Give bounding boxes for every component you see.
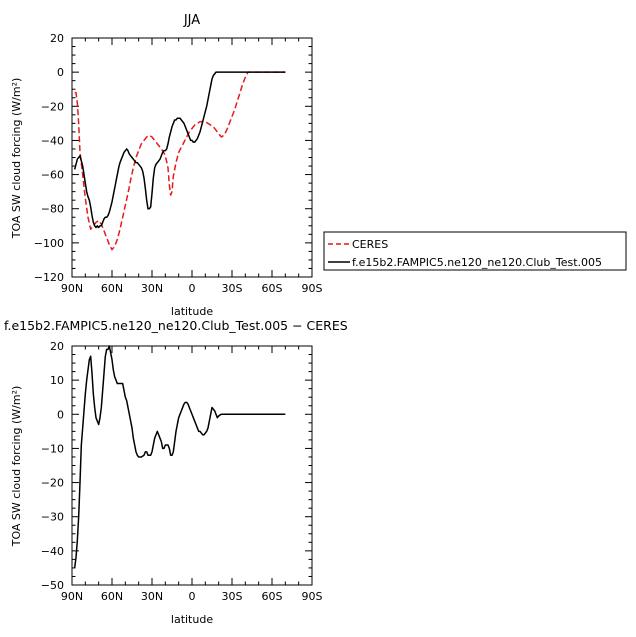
bottom-chart-series — [73, 345, 286, 569]
legend-label-ceres: CERES — [352, 238, 388, 251]
top-x-tick-label: 30S — [222, 282, 243, 295]
top-y-tick-label: −40 — [41, 134, 64, 147]
top-chart-x-label: latitude — [171, 305, 213, 318]
top-y-tick-label: 0 — [57, 66, 64, 79]
bottom-chart-ticks — [71, 345, 313, 586]
top-chart-title: JJA — [183, 13, 200, 28]
bottom-chart-frame — [71, 345, 313, 586]
top-y-tick-label: −20 — [41, 100, 64, 113]
top-y-tick-label: −60 — [41, 169, 64, 182]
bottom-x-tick-label: 90S — [302, 590, 323, 603]
top-x-tick-label: 90S — [302, 282, 323, 295]
bottom-y-tick-label: 10 — [50, 374, 64, 387]
legend: CERES f.e15b2.FAMPIC5.ne120_ne120.Club_T… — [323, 231, 627, 271]
bottom-chart-panel: f.e15b2.FAMPIC5.ne120_ne120.Club_Test.00… — [4, 318, 348, 626]
bottom-y-tick-label: −20 — [41, 477, 64, 490]
top-chart-panel: JJA latitude TOA SW cloud forcing (W/m²)… — [10, 13, 323, 318]
bottom-x-tick-label: 0 — [189, 590, 196, 603]
bottom-y-tick-label: 0 — [57, 408, 64, 421]
top-y-tick-label: −120 — [34, 271, 64, 284]
top-x-tick-label: 60N — [101, 282, 123, 295]
top-y-tick-label: 20 — [50, 32, 64, 45]
top-x-tick-label: 60S — [262, 282, 283, 295]
bottom-x-tick-label: 30S — [222, 590, 243, 603]
top-y-tick-label: −80 — [41, 203, 64, 216]
bottom-chart-tick-labels: 90N 60N 30N 0 30S 60S 90S −50 −40 −30 −20 −10 0 10 20 — [41, 340, 323, 603]
top-chart-tick-labels: 90N 60N 30N 0 30S 60S 90S −120 −100 −80 −60 −40 −20 0… — [34, 32, 323, 295]
bottom-y-tick-label: 20 — [50, 340, 64, 353]
bottom-y-tick-label: −30 — [41, 511, 64, 524]
top-x-tick-label: 0 — [189, 282, 196, 295]
bottom-series-line-0 — [73, 345, 286, 569]
top-y-tick-label: −100 — [34, 237, 64, 250]
top-chart-y-label: TOA SW cloud forcing (W/m²) — [10, 78, 23, 240]
bottom-x-tick-label: 60S — [262, 590, 283, 603]
legend-label-model: f.e15b2.FAMPIC5.ne120_ne120.Club_Test.00… — [352, 256, 602, 269]
bottom-chart-x-label: latitude — [171, 613, 213, 626]
top-chart-frame — [71, 37, 313, 278]
bottom-chart-y-label: TOA SW cloud forcing (W/m²) — [10, 386, 23, 548]
bottom-x-tick-label: 90N — [61, 590, 83, 603]
bottom-y-tick-label: −10 — [41, 442, 64, 455]
bottom-chart-title: f.e15b2.FAMPIC5.ne120_ne120.Club_Test.00… — [4, 318, 348, 333]
bottom-x-tick-label: 60N — [101, 590, 123, 603]
top-chart-series — [73, 71, 286, 251]
legend-box — [323, 231, 627, 271]
top-x-tick-label: 30N — [141, 282, 163, 295]
top-x-tick-label: 90N — [61, 282, 83, 295]
bottom-y-tick-label: −40 — [41, 545, 64, 558]
top-series-line-1 — [73, 71, 286, 229]
bottom-y-tick-label: −50 — [41, 579, 64, 592]
top-series-line-0 — [74, 71, 286, 251]
bottom-x-tick-label: 30N — [141, 590, 163, 603]
